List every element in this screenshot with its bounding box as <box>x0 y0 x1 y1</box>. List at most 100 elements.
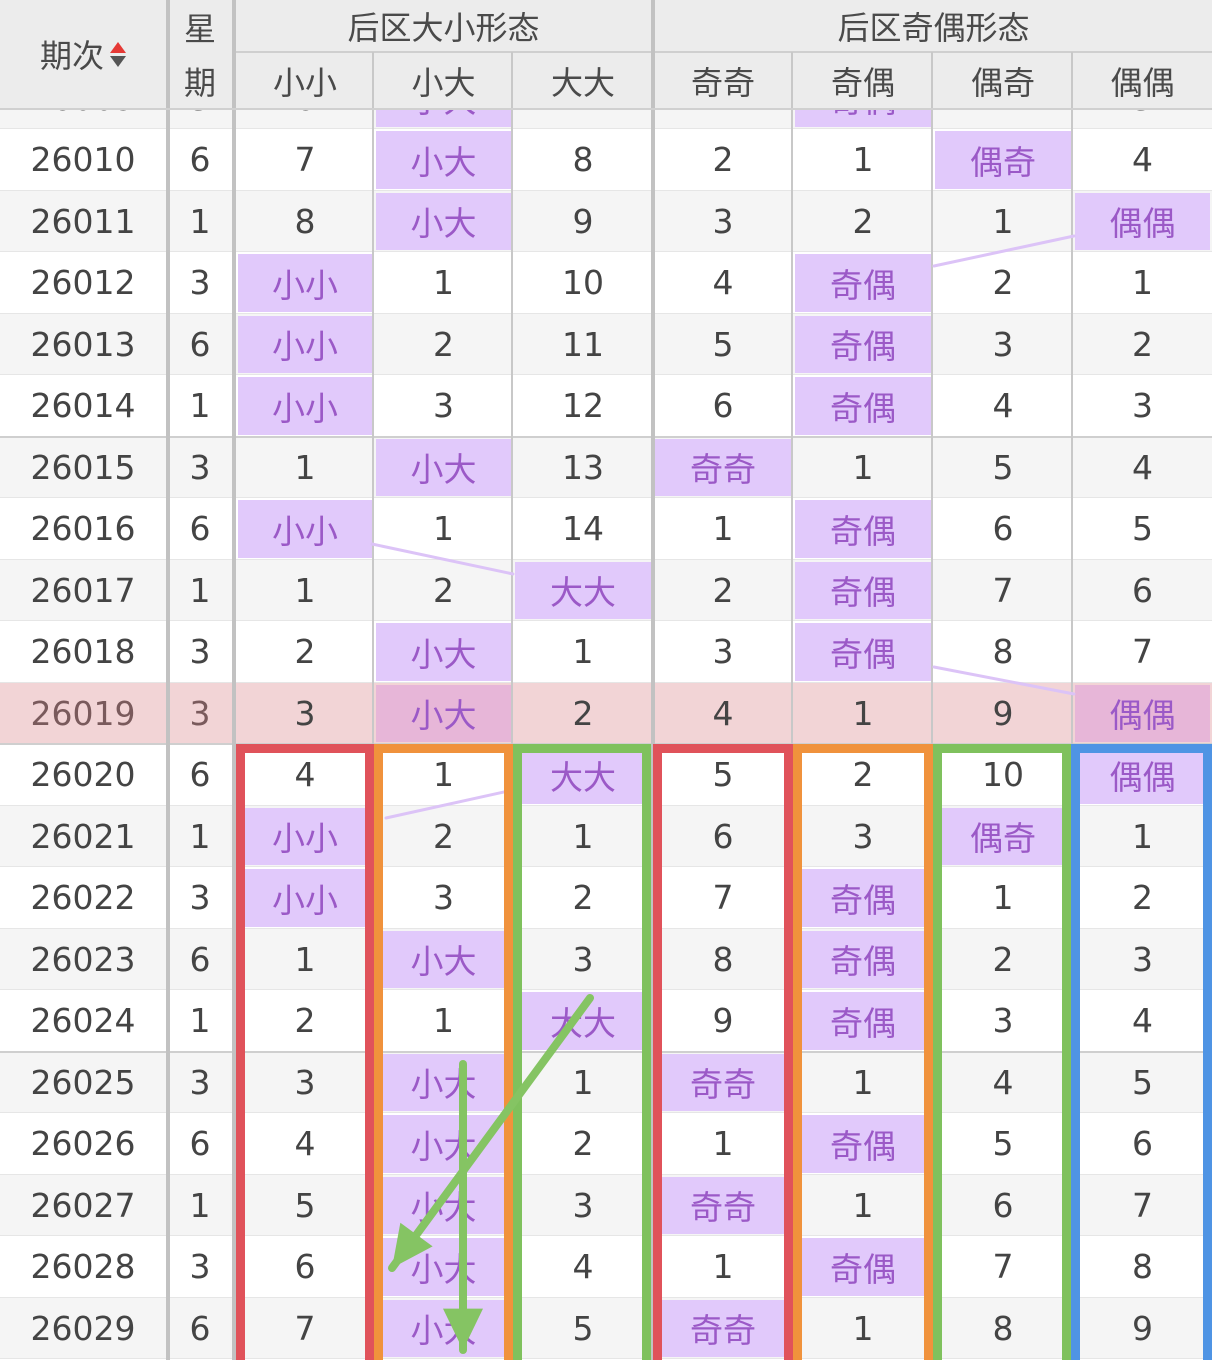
miss-count-cell: 1 <box>294 570 316 610</box>
hit-cell: 大大 <box>550 573 616 613</box>
miss-count-cell: 7 <box>1132 1185 1153 1225</box>
weekday-cell: 6 <box>189 1124 211 1164</box>
column-header: 偶偶 <box>1110 64 1175 102</box>
weekday-cell: 6 <box>189 1308 211 1348</box>
miss-count-cell: 1 <box>572 1062 594 1102</box>
hit-cell: 小小 <box>272 819 338 859</box>
row-divider <box>0 989 1212 990</box>
hit-cell: 小大 <box>410 450 477 490</box>
miss-count-cell: 3 <box>433 878 454 918</box>
hit-cell: 偶偶 <box>1109 204 1176 244</box>
miss-count-cell: 1 <box>433 263 454 303</box>
miss-count-cell: 2 <box>712 140 734 180</box>
miss-count-cell: 6 <box>992 509 1014 549</box>
period-cell: 26017 <box>30 570 136 610</box>
period-cell: 26019 <box>30 693 136 733</box>
miss-count-cell: 2 <box>852 201 874 241</box>
miss-count-cell: 2 <box>572 693 594 733</box>
miss-count-cell: 1 <box>1132 263 1153 303</box>
hit-marker <box>376 131 511 189</box>
column-divider <box>511 52 513 1360</box>
weekday-cell: 3 <box>189 1062 211 1102</box>
miss-count-cell: 3 <box>572 939 594 979</box>
miss-count-cell: 9 <box>992 693 1014 733</box>
miss-count-cell: 7 <box>992 1247 1014 1287</box>
period-header-label: 期次 <box>39 37 104 75</box>
weekday-cell: 1 <box>189 570 211 610</box>
hit-cell: 奇偶 <box>830 265 896 305</box>
column-header: 奇偶 <box>830 64 895 102</box>
period-cell: 26013 <box>30 324 136 364</box>
sort-desc-icon[interactable] <box>110 55 126 67</box>
miss-count-cell: 1 <box>852 447 874 487</box>
hit-cell: 奇偶 <box>830 573 896 613</box>
header-column-divider <box>166 0 170 108</box>
hit-cell: 小大 <box>410 142 477 182</box>
hit-marker <box>376 192 511 250</box>
miss-count-cell: 4 <box>712 263 734 303</box>
hit-cell: 奇偶 <box>830 634 896 674</box>
miss-count-cell: 2 <box>433 816 454 856</box>
miss-count-cell: 9 <box>712 1001 734 1041</box>
hit-cell: 奇偶 <box>830 1249 896 1289</box>
miss-count-cell: 2 <box>852 755 874 795</box>
miss-count-cell: 4 <box>1132 140 1153 180</box>
hit-marker <box>376 684 511 742</box>
header-column-divider <box>232 0 236 108</box>
miss-count-cell: 5 <box>992 1124 1014 1164</box>
period-cell: 26018 <box>30 632 136 672</box>
weekday-cell: 1 <box>189 201 211 241</box>
hit-cell: 小大 <box>410 1311 477 1351</box>
hit-marker <box>935 131 1071 189</box>
column-header: 偶奇 <box>970 64 1035 102</box>
row-divider <box>0 804 1212 806</box>
miss-count-cell: 1 <box>992 201 1014 241</box>
hit-cell: 奇奇 <box>690 1311 756 1351</box>
miss-count-cell: 4 <box>1132 1001 1153 1041</box>
column-divider <box>1071 52 1073 1360</box>
miss-count-cell: 4 <box>1132 447 1153 487</box>
miss-count-cell: 2 <box>712 570 734 610</box>
hit-cell: 偶偶 <box>1109 696 1176 736</box>
miss-count-cell: 3 <box>992 324 1014 364</box>
miss-count-cell: 9 <box>1132 1308 1153 1348</box>
miss-count-cell: 2 <box>572 1124 594 1164</box>
hit-marker <box>376 623 511 681</box>
miss-count-cell: 6 <box>992 1185 1014 1225</box>
hit-cell: 小大 <box>410 696 477 736</box>
weekday-cell: 6 <box>189 324 211 364</box>
weekday-cell: 3 <box>189 263 211 303</box>
miss-count-cell: 2 <box>294 1001 316 1041</box>
miss-count-cell: 5 <box>992 447 1014 487</box>
miss-count-cell: 3 <box>1132 386 1153 426</box>
miss-count-cell: 1 <box>294 939 316 979</box>
column-divider <box>372 52 374 1360</box>
weekday-cell: 6 <box>189 755 211 795</box>
hit-marker <box>238 254 372 312</box>
hit-marker <box>238 377 372 435</box>
hit-marker <box>1075 684 1210 742</box>
sort-asc-icon[interactable] <box>110 41 126 53</box>
period-cell: 26014 <box>30 386 136 426</box>
period-cell: 26011 <box>30 201 136 241</box>
weekday-cell: 1 <box>189 1185 211 1225</box>
miss-count-cell: 5 <box>1132 509 1153 549</box>
miss-count-cell: 8 <box>992 1308 1014 1348</box>
sort-icon[interactable] <box>110 41 126 67</box>
hit-cell: 小大 <box>410 942 477 982</box>
hit-cell: 大大 <box>550 757 616 797</box>
table-row <box>0 313 1212 375</box>
miss-count-cell: 1 <box>1132 816 1153 856</box>
miss-count-cell: 6 <box>1132 570 1153 610</box>
miss-count-cell: 7 <box>294 1308 316 1348</box>
period-cell: 26020 <box>30 755 136 795</box>
miss-count-cell: 1 <box>572 632 594 672</box>
hit-cell: 小大 <box>410 1065 477 1105</box>
period-cell: 26024 <box>30 1001 136 1041</box>
weekday-cell: 3 <box>189 447 211 487</box>
miss-count-cell: 11 <box>562 324 604 364</box>
row-divider <box>0 128 1212 129</box>
period-header[interactable]: 期次 <box>0 0 166 108</box>
weekday-cell: 6 <box>189 140 211 180</box>
